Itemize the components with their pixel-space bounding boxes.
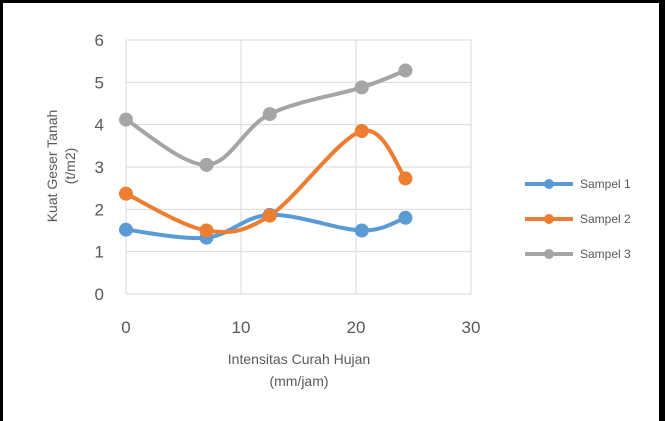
- y-tick-label: 4: [95, 116, 104, 135]
- gridlines: [125, 39, 472, 295]
- legend-marker-1: [544, 179, 554, 189]
- data-point-series-3-4: [354, 80, 369, 95]
- data-points: [119, 63, 413, 245]
- data-point-series-3-2: [199, 157, 214, 172]
- data-point-series-2-5: [398, 171, 413, 186]
- x-tick-label: 20: [347, 318, 366, 337]
- x-axis-title-line-2: (mm/jam): [269, 373, 328, 389]
- legend-label-2: Sampel 2: [580, 212, 631, 226]
- y-tick-label: 1: [95, 243, 104, 262]
- x-axis-title-line-1: Intensitas Curah Hujan: [228, 351, 370, 367]
- y-tick-label: 2: [95, 200, 104, 219]
- y-tick-label: 6: [95, 31, 104, 50]
- legend-label-3: Sampel 3: [580, 247, 631, 261]
- y-tick-label: 3: [95, 158, 104, 177]
- legend-label-1: Sampel 1: [580, 177, 631, 191]
- data-point-series-3-1: [119, 112, 133, 127]
- x-axis-ticks: 0 10 20 30: [121, 318, 480, 337]
- x-tick-label: 0: [121, 318, 130, 337]
- x-tick-label: 10: [232, 318, 251, 337]
- y-axis-title-line-1: Kuat Geser Tanah: [44, 110, 60, 223]
- legend: Sampel 1 Sampel 2 Sampel 3: [525, 177, 631, 261]
- y-axis-title-line-2: (t/m2): [62, 148, 78, 185]
- data-point-series-1-5: [398, 210, 413, 225]
- x-tick-label: 30: [462, 318, 481, 337]
- data-point-series-3-3: [262, 107, 277, 122]
- data-point-series-2-1: [119, 186, 133, 201]
- data-point-series-2-4: [354, 124, 369, 139]
- data-point-series-3-5: [398, 63, 413, 78]
- y-tick-label: 5: [95, 73, 104, 92]
- legend-marker-3: [544, 249, 554, 259]
- legend-marker-2: [544, 214, 554, 224]
- data-point-series-2-2: [199, 223, 214, 238]
- y-tick-label: 0: [95, 285, 104, 304]
- data-point-series-1-4: [354, 223, 369, 238]
- data-point-series-1-1: [119, 222, 133, 237]
- y-axis-ticks: 0 1 2 3 4 5 6: [95, 31, 104, 304]
- data-point-series-2-3: [262, 208, 277, 223]
